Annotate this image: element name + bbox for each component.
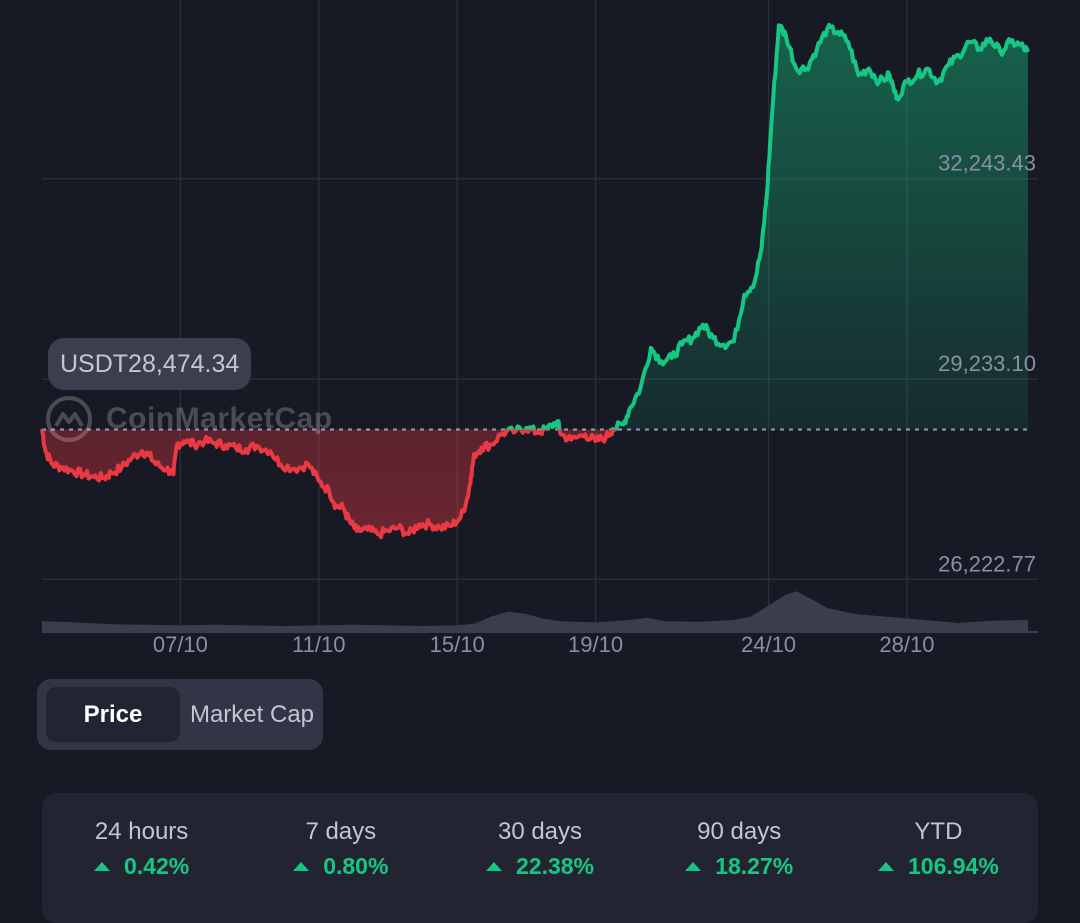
y-axis-labels: 32,243.43 29,233.10 26,222.77 — [938, 151, 1036, 577]
change-24h: 24 hours 0.42% — [42, 793, 241, 923]
chart-mode-toggle: Price Market Cap — [37, 679, 323, 750]
change-value: 0.42% — [42, 852, 241, 880]
change-percent: 0.80% — [323, 853, 389, 879]
change-7d: 7 days 0.80% — [241, 793, 440, 923]
change-value: 0.80% — [241, 852, 440, 880]
x-tick-label: 07/10 — [153, 632, 208, 657]
change-percent: 22.38% — [516, 853, 595, 879]
change-period-label: 30 days — [497, 818, 583, 845]
change-percent: 0.42% — [123, 853, 190, 879]
price-chart[interactable]: 32,243.43 29,233.10 26,222.77 07/10 11/10 15… — [0, 0, 1080, 670]
up-arrow-icon — [878, 862, 894, 871]
change-value: 106.94% — [839, 852, 1038, 880]
up-arrow-icon — [685, 862, 702, 871]
price-area-up — [42, 24, 1028, 430]
change-value: 18.27% — [640, 852, 839, 880]
change-90d: 90 days 18.27% — [640, 793, 839, 923]
x-tick-label: 15/10 — [430, 632, 485, 657]
change-ytd: YTD 106.94% — [839, 793, 1038, 923]
y-tick-label: 29,233.10 — [938, 351, 1036, 376]
price-line-down — [40, 429, 619, 540]
coinmarketcap-logo-icon — [46, 396, 92, 442]
price-change-panel: 24 hours 0.42% 7 days 0.80% 30 days 22.3… — [42, 793, 1038, 923]
change-percent: 18.27% — [715, 853, 794, 879]
volume-area — [42, 591, 1028, 632]
watermark-text: CoinMarketCap — [106, 402, 333, 435]
change-period-label: 90 days — [697, 818, 782, 845]
x-tick-label: 19/10 — [568, 632, 623, 657]
change-period-label: 24 hours — [94, 818, 189, 845]
change-value: 22.38% — [440, 852, 639, 880]
price-line-up — [40, 22, 1030, 430]
market-cap-tab[interactable]: Market Cap — [189, 701, 315, 728]
x-tick-label: 11/10 — [292, 632, 345, 657]
price-line — [40, 22, 1030, 540]
change-period-label: YTD — [914, 818, 963, 845]
y-tick-label: 26,222.77 — [938, 551, 1036, 576]
x-tick-label: 24/10 — [741, 632, 796, 657]
up-arrow-icon — [486, 862, 502, 871]
price-tab[interactable]: Price — [46, 687, 180, 742]
y-tick-label: 32,243.43 — [938, 151, 1036, 176]
x-axis-labels: 07/10 11/10 15/10 19/10 24/10 28/10 — [153, 632, 935, 657]
change-percent: 106.94% — [908, 853, 999, 879]
price-area-fill — [42, 24, 1028, 538]
volume-bars — [42, 591, 1028, 632]
coinmarketcap-watermark: CoinMarketCap — [44, 392, 333, 446]
x-tick-label: 28/10 — [879, 632, 934, 657]
change-30d: 30 days 22.38% — [440, 793, 639, 923]
up-arrow-icon — [293, 862, 310, 871]
reference-price-badge: USDT28,474.34 — [48, 338, 252, 390]
up-arrow-icon — [93, 862, 110, 871]
change-period-label: 7 days — [305, 818, 377, 845]
